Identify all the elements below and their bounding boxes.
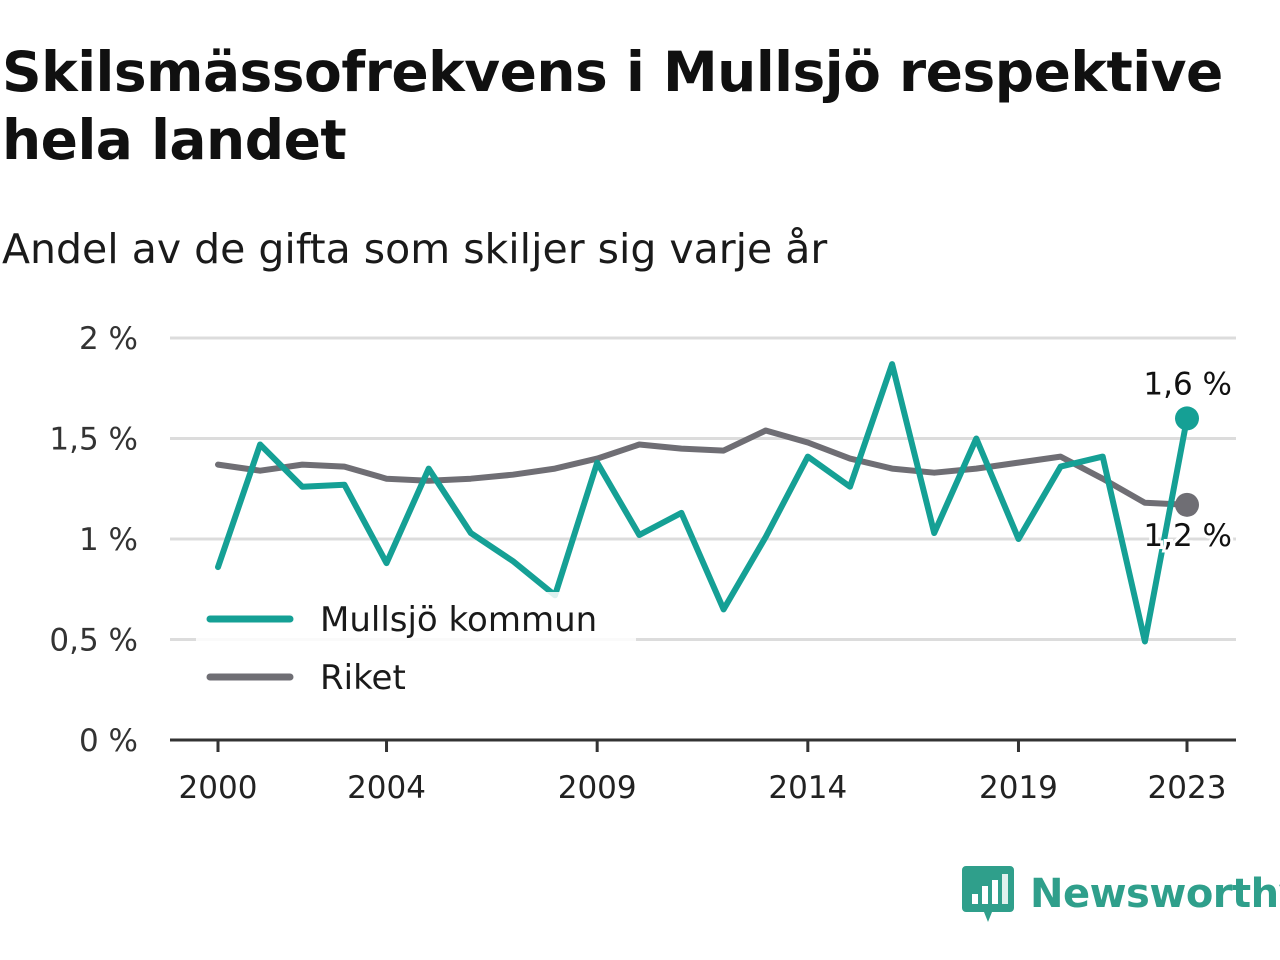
y-tick-label: 1 % — [79, 522, 138, 558]
x-tick-label: 2019 — [979, 770, 1058, 806]
x-tick-label: 2009 — [558, 770, 637, 806]
chart-subtitle: Andel av de gifta som skiljer sig varje … — [2, 225, 828, 273]
series-line-mullsjo — [215, 361, 1190, 645]
y-axis-ticks: 0 % 0,5 % 1 % 1,5 % 2 % — [49, 321, 138, 759]
x-axis: 2000 2004 2009 2014 2019 2023 — [170, 738, 1236, 806]
brand-name: Newsworthy — [1030, 871, 1280, 917]
brand-logo: Newsworthy — [962, 864, 1280, 924]
x-tick-label: 2000 — [179, 770, 258, 806]
series-line-riket — [215, 427, 1190, 508]
legend: Mullsjö kommun Riket — [196, 592, 636, 710]
series-lines — [215, 361, 1190, 645]
y-tick-label: 2 % — [79, 321, 138, 357]
y-tick-label: 1,5 % — [49, 422, 138, 458]
end-point — [1175, 406, 1199, 431]
chart-title: Skilsmässofrekvens i Mullsjö respektive … — [2, 40, 1223, 172]
end-labels: 1,6 % 1,2 % — [1140, 363, 1235, 556]
legend-label: Mullsjö kommun — [320, 600, 597, 640]
newsworthy-logo-icon — [962, 866, 1014, 922]
x-tick-label: 2023 — [1148, 770, 1227, 806]
end-label: 1,2 % — [1143, 518, 1232, 554]
y-tick-label: 0,5 % — [49, 623, 138, 659]
legend-background — [196, 592, 636, 710]
x-tick-label: 2014 — [768, 770, 847, 806]
end-label: 1,6 % — [1143, 366, 1232, 402]
y-tick-label: 0 % — [79, 723, 138, 759]
end-point — [1175, 492, 1199, 517]
x-tick-label: 2004 — [347, 770, 426, 806]
legend-label: Riket — [320, 658, 406, 698]
